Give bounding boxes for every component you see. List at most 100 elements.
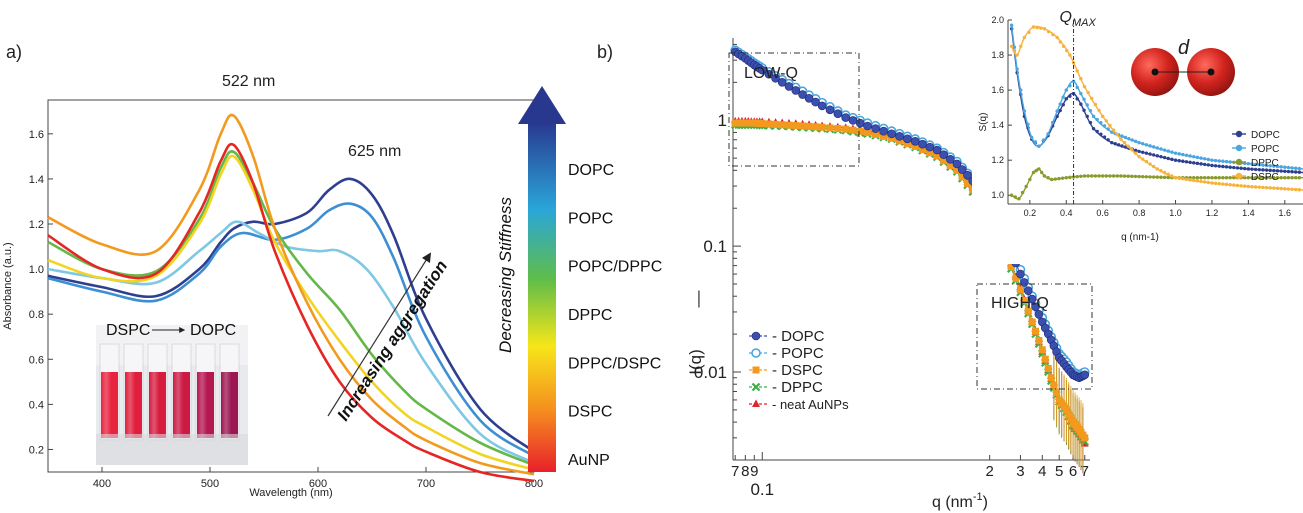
inset-point <box>1159 147 1163 151</box>
data-point <box>932 145 942 155</box>
inset-point <box>1217 176 1221 180</box>
y-tick-label: 0.01 <box>694 363 727 382</box>
inset-point <box>1199 179 1203 184</box>
inset-point <box>1100 174 1105 178</box>
inset-point <box>1009 23 1014 27</box>
inset-point <box>1088 108 1093 113</box>
data-point <box>880 132 888 140</box>
inset-point <box>1119 137 1123 141</box>
legend-label-dppc: - DPPC <box>772 379 823 396</box>
inset-point <box>1279 186 1283 191</box>
data-point <box>805 122 813 130</box>
inset-point <box>1261 168 1265 172</box>
inset-point <box>1116 143 1121 147</box>
inset-point <box>1137 140 1141 145</box>
absorbance-curve-6 <box>47 142 535 483</box>
inset-point <box>1283 176 1287 180</box>
inset-point <box>1068 94 1072 98</box>
inset-point <box>1177 152 1181 156</box>
inset-point <box>1199 156 1203 160</box>
data-point <box>765 120 773 128</box>
y-tick-label: 0.2 <box>29 444 44 456</box>
inset-point <box>1250 176 1254 180</box>
inset-point <box>1155 154 1160 158</box>
low-q-label: LOW-Q <box>744 65 798 82</box>
inset-point <box>1055 109 1059 113</box>
inset-y-tick-label: 1.0 <box>991 190 1004 200</box>
data-point <box>1031 302 1040 311</box>
inset-point <box>1082 97 1086 101</box>
colorbar-label-dppc-dspc: DPPC/DSPC <box>568 355 661 372</box>
inset-point <box>1127 137 1131 141</box>
colorbar-label-dppc: DPPC <box>568 307 612 324</box>
inset-point <box>1027 30 1031 34</box>
x-tick-label: 3 <box>1016 463 1024 480</box>
x-tick-label: 400 <box>93 478 111 490</box>
inset-x-tick-label: 0.6 <box>1096 208 1109 218</box>
x-tick-label: 7 <box>731 463 739 480</box>
inset-point <box>1173 151 1178 155</box>
inset-point <box>1079 102 1083 106</box>
inset-x-tick-label: 1.6 <box>1279 208 1292 218</box>
data-point <box>804 94 814 103</box>
data-point <box>940 157 948 165</box>
inset-point <box>1090 96 1094 101</box>
structure-factor-inset: 1.0 1.2 1.4 1.6 1.8 2.0 0.2 0.4 0.6 0.8 1.0 1.2 1.4 1… <box>972 8 1303 264</box>
data-point <box>812 123 820 131</box>
x-tick-label: 9 <box>750 463 758 480</box>
inset-point <box>1031 170 1036 175</box>
inset-point <box>1210 176 1214 180</box>
y-tick-label: 0.1 <box>703 237 727 256</box>
inset-point <box>1235 166 1240 170</box>
inset-point <box>1009 193 1014 197</box>
inset-legend-marker <box>1235 130 1243 138</box>
colorbar-arrowhead <box>518 86 566 124</box>
x-tick-label: 6 <box>1069 463 1077 480</box>
inset-point <box>1104 174 1109 178</box>
inset-point <box>1210 181 1214 185</box>
data-point <box>910 137 920 146</box>
inset-point <box>1286 165 1291 170</box>
inset-point <box>1099 132 1103 136</box>
inset-point <box>1297 188 1302 192</box>
aggregation-arrow <box>327 252 432 417</box>
inset-point <box>1026 122 1030 126</box>
legend-label-neat-aunps: - neat AuNPs <box>772 397 849 412</box>
panel-b-x-label: q (nm-1) <box>932 491 988 511</box>
inset-point <box>1097 108 1101 113</box>
inset-point <box>1166 175 1170 180</box>
inset-point <box>1268 176 1272 180</box>
inset-x-label: q (nm-1) <box>1121 232 1159 243</box>
inset-point <box>1035 25 1039 30</box>
inset-point <box>1184 153 1189 157</box>
inset-point <box>1192 161 1196 165</box>
inset-point <box>1272 186 1276 190</box>
inset-point <box>1253 167 1258 172</box>
inset-point <box>1141 142 1145 146</box>
inset-point <box>1202 157 1207 161</box>
data-point <box>841 113 850 122</box>
inset-point <box>1060 176 1065 180</box>
inset-point <box>1068 53 1072 57</box>
data-point <box>863 121 872 131</box>
inset-point <box>1058 108 1062 113</box>
legend-marker <box>751 331 761 341</box>
inset-point <box>1115 174 1119 178</box>
aggregation-label: Increasing aggregation <box>333 257 451 424</box>
inset-point <box>1151 175 1156 179</box>
data-point <box>1028 318 1036 326</box>
inset-point <box>1228 165 1232 169</box>
inset-point <box>1159 169 1163 173</box>
data-point <box>798 90 807 99</box>
data-point <box>771 73 780 83</box>
inset-point <box>1170 150 1174 154</box>
inset-point <box>1082 174 1087 178</box>
inset-y-tick-label: 1.6 <box>991 85 1004 95</box>
inset-point <box>1177 176 1181 180</box>
inset-point <box>1162 170 1167 175</box>
inset-point <box>1042 174 1047 178</box>
inset-point <box>1297 176 1302 180</box>
inset-point <box>1039 170 1044 175</box>
inset-point <box>1221 159 1225 163</box>
inset-point <box>1213 176 1218 180</box>
